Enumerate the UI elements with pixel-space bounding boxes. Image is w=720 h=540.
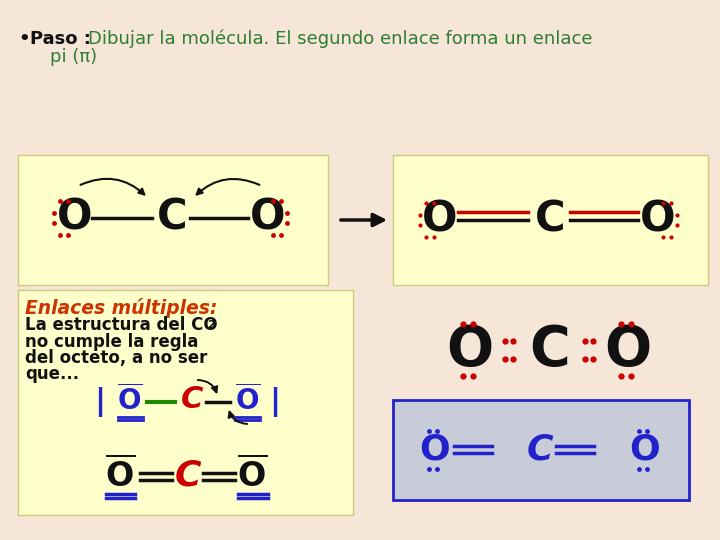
Text: $\mathbf{\overline{O}}$: $\mathbf{\overline{O}}$	[117, 384, 143, 416]
Text: O: O	[420, 433, 451, 467]
Text: C: C	[530, 323, 570, 377]
Text: Paso :: Paso :	[30, 30, 91, 48]
Text: C: C	[527, 433, 553, 467]
Text: O: O	[58, 197, 93, 239]
Text: O: O	[422, 199, 458, 241]
Text: del octeto, a no ser: del octeto, a no ser	[25, 349, 207, 367]
Text: pi (π): pi (π)	[50, 48, 97, 66]
Text: $\mathbf{\overline{O}}$: $\mathbf{\overline{O}}$	[235, 384, 261, 416]
Text: C: C	[157, 197, 187, 239]
Text: $\mathbf{\overline{O}}$: $\mathbf{\overline{O}}$	[105, 456, 135, 494]
Text: O: O	[446, 323, 494, 377]
FancyBboxPatch shape	[18, 155, 328, 285]
Text: •: •	[18, 30, 30, 48]
Text: $\mathbf{\overline{O}}$: $\mathbf{\overline{O}}$	[237, 456, 267, 494]
FancyBboxPatch shape	[18, 290, 353, 515]
Text: Enlaces múltiples:: Enlaces múltiples:	[25, 298, 217, 318]
Text: 2: 2	[207, 320, 215, 330]
Text: La estructura del CO: La estructura del CO	[25, 316, 217, 334]
Text: O: O	[251, 197, 286, 239]
Text: O: O	[640, 199, 676, 241]
Text: O: O	[604, 323, 652, 377]
Text: |: |	[269, 387, 281, 417]
Text: que...: que...	[25, 365, 79, 383]
Text: C: C	[535, 199, 565, 241]
Text: O: O	[629, 433, 660, 467]
Text: C: C	[181, 386, 203, 415]
Text: C: C	[175, 458, 202, 492]
Text: no cumple la regla: no cumple la regla	[25, 333, 199, 351]
Text: |: |	[94, 387, 106, 417]
Bar	[393, 400, 689, 500]
Text: Dibujar la molécula. El segundo enlace forma un enlace: Dibujar la molécula. El segundo enlace f…	[88, 30, 593, 49]
FancyBboxPatch shape	[393, 155, 708, 285]
